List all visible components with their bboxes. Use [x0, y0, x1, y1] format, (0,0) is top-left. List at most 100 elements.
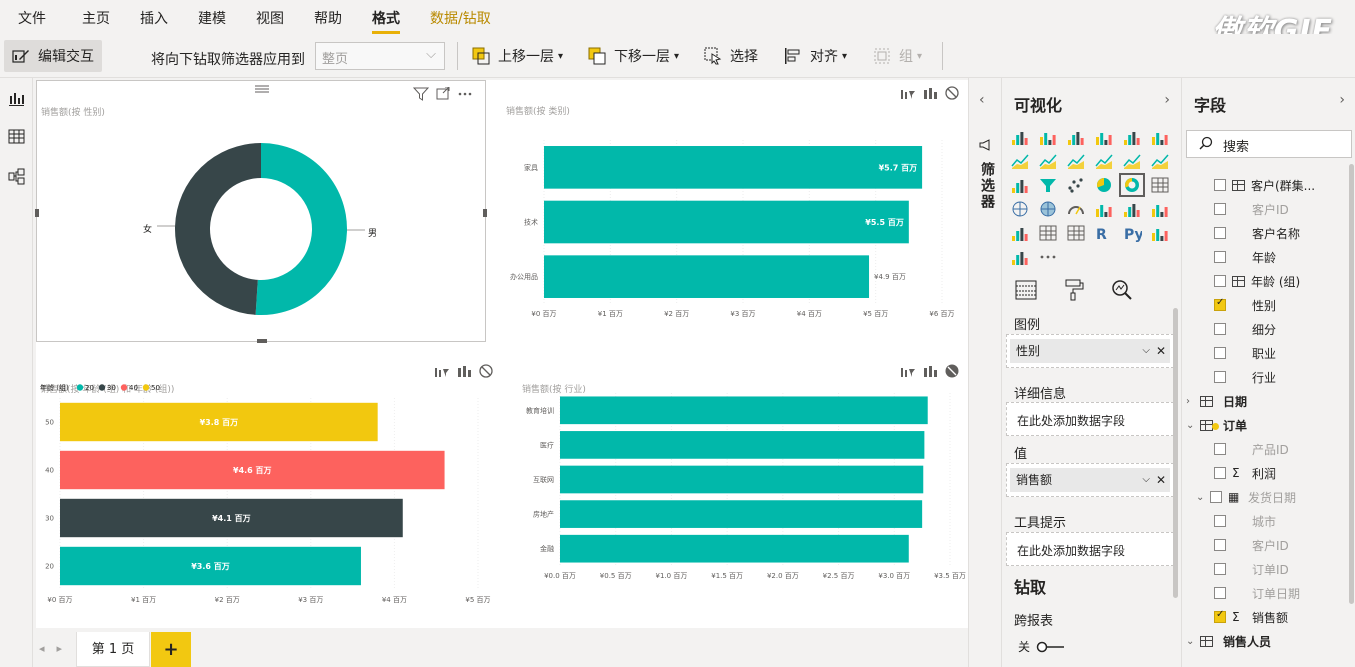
- remove-field-icon[interactable]: ✕: [1155, 473, 1166, 487]
- field-checkbox[interactable]: [1214, 297, 1226, 311]
- tab-file[interactable]: 文件: [18, 11, 46, 27]
- field-checkbox[interactable]: [1214, 515, 1226, 527]
- line-icon[interactable]: [1010, 152, 1030, 170]
- analytics-magnifier-icon[interactable]: [1110, 278, 1134, 302]
- values-field-chip[interactable]: 销售额 ⌵ ✕: [1010, 468, 1170, 492]
- chevron-down-icon[interactable]: ⌄: [1196, 491, 1205, 503]
- field-item[interactable]: 城市: [1182, 510, 1355, 532]
- resize-handle[interactable]: [35, 209, 39, 217]
- chevron-down-icon[interactable]: ⌄: [1186, 419, 1195, 431]
- card-icon[interactable]: [1094, 200, 1114, 218]
- tab-help[interactable]: 帮助: [314, 11, 342, 27]
- none-icon[interactable]: [478, 364, 494, 378]
- field-checkbox[interactable]: [1214, 587, 1226, 599]
- field-item[interactable]: 订单日期: [1182, 582, 1355, 604]
- bring-forward-button[interactable]: 上移一层 ▾: [472, 40, 563, 72]
- tooltips-well[interactable]: 在此处添加数据字段: [1006, 532, 1174, 566]
- funnel-icon[interactable]: [1038, 176, 1058, 194]
- tab-format[interactable]: 格式: [372, 8, 400, 34]
- field-item[interactable]: 产品ID: [1182, 438, 1355, 460]
- field-item[interactable]: Σ 销售额: [1182, 606, 1355, 628]
- field-item[interactable]: ⌄ 销售人员: [1182, 630, 1355, 652]
- clustered-column-icon[interactable]: [1094, 128, 1114, 146]
- tab-insert[interactable]: 插入: [140, 11, 168, 27]
- drill-filter-icon[interactable]: [900, 86, 916, 100]
- align-button[interactable]: 对齐 ▾: [784, 40, 847, 72]
- field-item[interactable]: ⌄ 订单: [1182, 414, 1355, 436]
- field-checkbox[interactable]: [1214, 347, 1226, 359]
- selection-button[interactable]: 选择: [704, 40, 758, 72]
- remove-field-icon[interactable]: ✕: [1155, 344, 1166, 358]
- chevron-left-icon[interactable]: ‹: [979, 92, 985, 108]
- pie-icon[interactable]: [1094, 176, 1114, 194]
- chevron-down-icon[interactable]: ⌵: [1142, 345, 1150, 356]
- cross-report-toggle[interactable]: 关: [1018, 638, 1066, 655]
- map-icon[interactable]: [1010, 200, 1030, 218]
- highlight-icon[interactable]: [456, 364, 472, 378]
- filled-map-icon[interactable]: [1038, 200, 1058, 218]
- field-item[interactable]: ⌄ ▦ 发货日期: [1182, 486, 1355, 508]
- more-options-icon[interactable]: [457, 87, 473, 101]
- drill-filter-icon[interactable]: [900, 364, 916, 378]
- none-icon[interactable]: [944, 86, 960, 100]
- area-icon[interactable]: [1038, 152, 1058, 170]
- report-canvas[interactable]: 销售额(按 性别) 女 男 销售额(按 类别) ¥0 百万 ¥1 百万 ¥2 百万 ¥…: [35, 80, 968, 628]
- field-item[interactable]: 行业: [1182, 366, 1355, 388]
- page-tab-1[interactable]: 第 1 页: [76, 632, 150, 667]
- fields-tab-icon[interactable]: [1014, 278, 1038, 302]
- tab-data-drill[interactable]: 数据/钻取: [430, 11, 491, 27]
- drag-handle-icon[interactable]: [253, 85, 271, 93]
- resize-handle[interactable]: [257, 339, 267, 343]
- industry-bar-chart[interactable]: ¥0.0 百万 ¥0.5 百万 ¥1.0 百万 ¥1.5 百万 ¥2.0 百万 ¥2.5 …: [504, 360, 968, 628]
- table-icon[interactable]: [1038, 224, 1058, 242]
- chevron-right-icon[interactable]: ›: [1339, 92, 1345, 108]
- field-checkbox[interactable]: [1214, 251, 1226, 263]
- matrix-icon[interactable]: [1066, 224, 1086, 242]
- field-checkbox[interactable]: [1214, 609, 1226, 623]
- tab-modeling[interactable]: 建模: [198, 11, 226, 27]
- donut-icon[interactable]: [1119, 173, 1145, 197]
- highlight-icon[interactable]: [922, 364, 938, 378]
- fields-scrollbar[interactable]: [1349, 164, 1354, 604]
- resize-handle[interactable]: [483, 209, 487, 217]
- group-button[interactable]: 组 ▾: [873, 40, 922, 72]
- field-item[interactable]: 性别: [1182, 294, 1355, 316]
- drill-filter-icon[interactable]: [434, 364, 450, 378]
- key-influencers-icon[interactable]: [1150, 224, 1170, 242]
- more-visuals-icon[interactable]: [1038, 248, 1058, 266]
- data-view-icon[interactable]: [8, 128, 25, 145]
- age-bar-chart[interactable]: ¥0 百万 ¥1 百万 ¥2 百万 ¥3 百万 ¥4 百万 ¥5 百万 50 ¥3.8 百万 4…: [36, 360, 502, 628]
- field-checkbox[interactable]: [1214, 275, 1226, 287]
- field-item[interactable]: 年龄 (组): [1182, 270, 1355, 292]
- field-checkbox[interactable]: [1214, 371, 1226, 383]
- none-selected-icon[interactable]: [944, 364, 960, 378]
- fields-search-input[interactable]: 搜索: [1186, 130, 1352, 158]
- legend-field-chip[interactable]: 性别 ⌵ ✕: [1010, 339, 1170, 363]
- field-checkbox[interactable]: [1214, 467, 1226, 479]
- r-visual-icon[interactable]: R: [1094, 224, 1114, 242]
- viz-pane-scrollbar[interactable]: [1173, 308, 1178, 598]
- field-item[interactable]: 客户ID: [1182, 198, 1355, 220]
- filters-label[interactable]: 筛选器: [979, 162, 995, 210]
- send-backward-button[interactable]: 下移一层 ▾: [588, 40, 679, 72]
- field-item[interactable]: Σ 利润: [1182, 462, 1355, 484]
- 100-column-icon[interactable]: [1150, 128, 1170, 146]
- field-item[interactable]: 细分: [1182, 318, 1355, 340]
- clustered-bar-icon[interactable]: [1066, 128, 1086, 146]
- line-column-icon[interactable]: [1094, 152, 1114, 170]
- field-checkbox[interactable]: [1214, 179, 1226, 191]
- donut-chart[interactable]: [37, 81, 487, 343]
- field-item[interactable]: 订单ID: [1182, 558, 1355, 580]
- gauge-icon[interactable]: [1066, 200, 1086, 218]
- ribbon-icon[interactable]: [1150, 152, 1170, 170]
- page-nav-arrows-icon[interactable]: ◂▸: [39, 642, 75, 655]
- donut-visual[interactable]: 销售额(按 性别) 女 男: [35, 80, 487, 343]
- line-clustered-icon[interactable]: [1122, 152, 1142, 170]
- toggle-switch-icon[interactable]: [1036, 641, 1066, 653]
- field-checkbox[interactable]: [1214, 563, 1226, 575]
- chevron-right-icon[interactable]: ›: [1164, 92, 1170, 108]
- tab-home[interactable]: 主页: [82, 11, 110, 27]
- category-bar-visual[interactable]: 销售额(按 类别) ¥0 百万 ¥1 百万 ¥2 百万 ¥3 百万 ¥4 百万 ¥5 百万…: [488, 80, 968, 342]
- field-checkbox[interactable]: [1214, 227, 1226, 239]
- field-checkbox[interactable]: [1214, 443, 1226, 455]
